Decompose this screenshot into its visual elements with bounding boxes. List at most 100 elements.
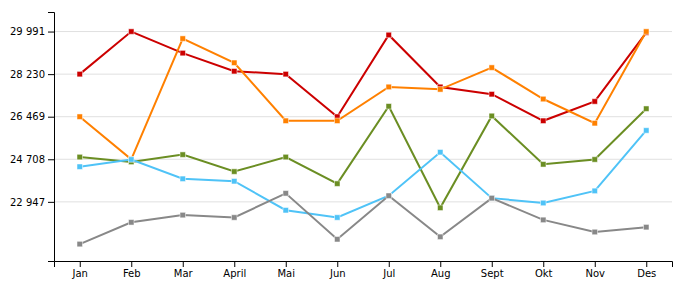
- point-marker: [489, 195, 494, 200]
- x-tick: Mar: [174, 261, 194, 279]
- x-tick: Feb: [123, 261, 141, 279]
- point-marker: [438, 149, 443, 154]
- series-line: [80, 193, 647, 244]
- point-marker: [335, 237, 340, 242]
- x-tick-mark: [492, 261, 493, 267]
- y-tick: 26 469: [10, 111, 54, 122]
- series-line: [80, 130, 647, 217]
- x-tick-mark: [183, 261, 184, 267]
- point-marker: [232, 60, 237, 65]
- chart: 22 947 24 708 26 469 28 230 29 991 Jan Feb Mar A…: [0, 0, 688, 287]
- x-tick-label: Feb: [123, 268, 141, 279]
- y-tick-mark: [48, 74, 54, 75]
- point-marker: [592, 120, 597, 125]
- x-tick: Okt: [535, 261, 553, 279]
- point-marker: [180, 152, 185, 157]
- y-tick-mark: [48, 159, 54, 160]
- point-marker: [644, 224, 649, 229]
- point-marker: [644, 29, 649, 34]
- series-line: [80, 106, 647, 208]
- grid: [54, 32, 672, 202]
- marks: [77, 29, 649, 247]
- x-tick-mark: [234, 261, 235, 267]
- x-tick-mark: [646, 261, 647, 267]
- y-tick-label: 22 947: [10, 197, 45, 208]
- y-tick-mark: [48, 117, 54, 118]
- point-marker: [592, 188, 597, 193]
- y-tick: 29 991: [10, 26, 54, 37]
- y-tick-label: 26 469: [10, 111, 45, 122]
- point-marker: [489, 91, 494, 96]
- x-tick-label: Mai: [277, 268, 295, 279]
- x-tick-mark: [543, 261, 544, 267]
- point-marker: [438, 234, 443, 239]
- grid-line: [54, 201, 672, 202]
- point-marker: [386, 32, 391, 37]
- x-axis: Jan Feb Mar April Mai Jun Jul Aug Sept Okt Nov Des: [55, 261, 673, 279]
- point-marker: [129, 157, 134, 162]
- point-marker: [386, 193, 391, 198]
- x-tick: Jun: [329, 261, 346, 279]
- x-tick-label: Des: [637, 268, 656, 279]
- x-tick-mark: [286, 261, 287, 267]
- point-marker: [232, 178, 237, 183]
- x-axis-line: [55, 262, 673, 268]
- x-tick: Jul: [382, 261, 395, 279]
- point-marker: [129, 157, 134, 162]
- plot: 22 947 24 708 26 469 28 230 29 991 Jan Feb Mar A…: [10, 13, 673, 280]
- x-tick-mark: [80, 261, 81, 267]
- x-tick: Mai: [277, 261, 295, 279]
- point-marker: [644, 30, 649, 35]
- point-marker: [541, 200, 546, 205]
- point-marker: [592, 229, 597, 234]
- point-marker: [541, 217, 546, 222]
- point-marker: [180, 176, 185, 181]
- point-marker: [489, 195, 494, 200]
- point-marker: [129, 220, 134, 225]
- series-line: [80, 32, 647, 160]
- x-tick-label: Jul: [382, 268, 395, 279]
- y-tick: 22 947: [10, 197, 54, 208]
- x-tick-mark: [440, 261, 441, 267]
- point-marker: [283, 191, 288, 196]
- x-tick: Jan: [72, 261, 88, 279]
- point-marker: [232, 68, 237, 73]
- x-tick-mark: [595, 261, 596, 267]
- x-tick: April: [223, 261, 246, 279]
- point-marker: [438, 87, 443, 92]
- point-marker: [541, 118, 546, 123]
- y-axis: 22 947 24 708 26 469 28 230 29 991: [10, 13, 55, 262]
- point-marker: [77, 114, 82, 119]
- point-marker: [592, 157, 597, 162]
- x-tick-label: Jan: [72, 268, 88, 279]
- point-marker: [129, 29, 134, 34]
- x-tick-label: April: [223, 268, 246, 279]
- y-tick: 24 708: [10, 154, 54, 165]
- point-marker: [180, 212, 185, 217]
- x-tick-mark: [131, 261, 132, 267]
- x-tick-label: Aug: [431, 268, 451, 279]
- point-marker: [386, 84, 391, 89]
- point-marker: [77, 154, 82, 159]
- point-marker: [180, 36, 185, 41]
- point-marker: [283, 71, 288, 76]
- y-tick-label: 28 230: [10, 69, 45, 80]
- point-marker: [489, 65, 494, 70]
- x-tick-mark: [389, 261, 390, 267]
- point-marker: [283, 154, 288, 159]
- point-marker: [77, 241, 82, 246]
- x-tick: Nov: [585, 261, 605, 279]
- point-marker: [335, 215, 340, 220]
- x-tick-mark: [337, 261, 338, 267]
- point-marker: [592, 99, 597, 104]
- x-tick-label: Sept: [481, 268, 504, 279]
- x-tick-label: Okt: [535, 268, 553, 279]
- point-marker: [489, 113, 494, 118]
- point-marker: [335, 181, 340, 186]
- y-tick-label: 24 708: [10, 154, 45, 165]
- point-marker: [438, 205, 443, 210]
- point-marker: [180, 50, 185, 55]
- y-tick-label: 29 991: [10, 26, 45, 37]
- x-tick-label: Nov: [585, 268, 605, 279]
- y-axis-line: [48, 13, 55, 262]
